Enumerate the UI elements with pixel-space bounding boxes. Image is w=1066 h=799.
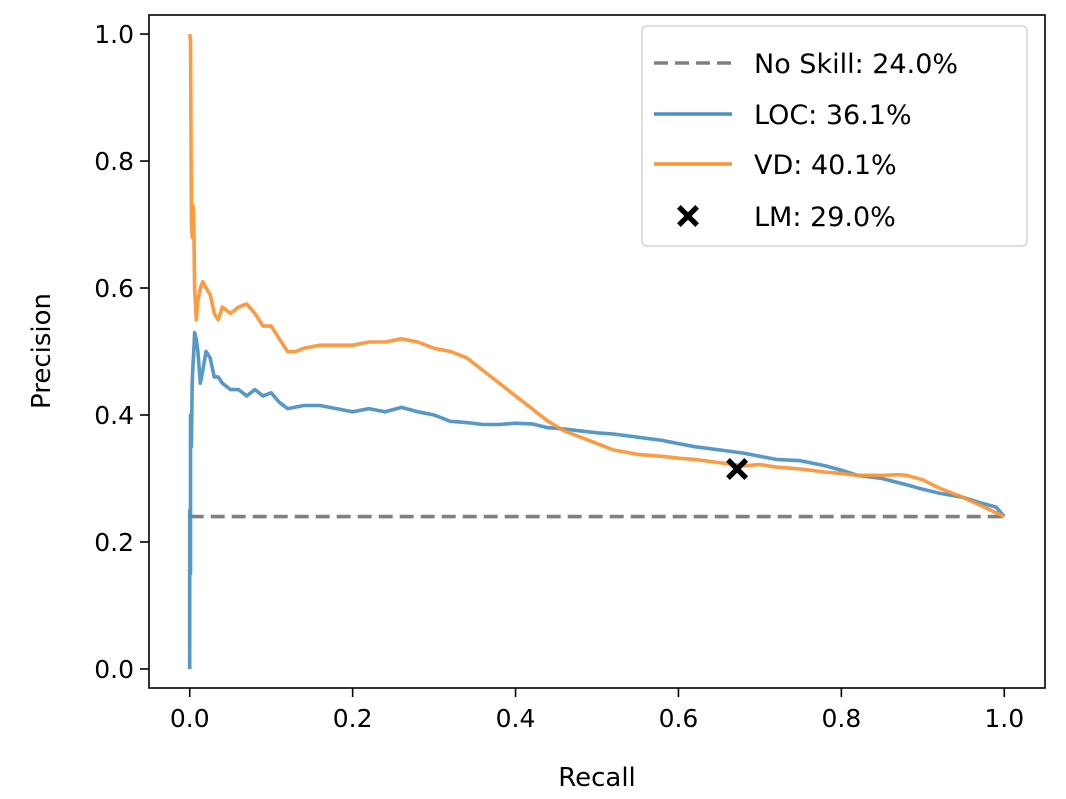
loc-curve bbox=[187, 330, 1006, 669]
y-tick-label: 0.2 bbox=[94, 528, 134, 557]
series-layer bbox=[187, 33, 1006, 669]
legend-label-no-skill: No Skill: 24.0% bbox=[754, 49, 958, 80]
legend-label-loc: LOC: 36.1% bbox=[754, 100, 912, 131]
legend-box bbox=[641, 25, 1028, 247]
y-tick-label: 0.6 bbox=[94, 274, 134, 303]
legend: No Skill: 24.0% LOC: 36.1% VD: 40.1% LM:… bbox=[641, 25, 1028, 247]
legend-lm-marker bbox=[677, 205, 699, 227]
plot-frame bbox=[148, 14, 1046, 689]
y-tick-label: 0.4 bbox=[94, 401, 134, 430]
y-tick-label: 0.0 bbox=[94, 655, 134, 684]
y-tick-label: 1.0 bbox=[94, 20, 134, 49]
x-tick-label: 0.0 bbox=[170, 704, 210, 733]
x-tick-label: 0.8 bbox=[821, 704, 861, 733]
lm-marker-point bbox=[726, 457, 749, 480]
x-tick-label: 0.4 bbox=[496, 704, 536, 733]
x-tick-label: 0.2 bbox=[333, 704, 373, 733]
legend-handle-lm bbox=[677, 205, 699, 227]
y-axis-label: Precision bbox=[27, 293, 57, 409]
ticks-layer: 0.0 0.2 0.4 0.6 0.8 1.0 0.0 0.2 0.4 0.6 0.8 1.0 bbox=[94, 20, 1024, 733]
y-tick-label: 0.8 bbox=[94, 147, 134, 176]
legend-label-vd: VD: 40.1% bbox=[754, 150, 897, 181]
vd-curve bbox=[187, 33, 1006, 519]
x-tick-label: 0.6 bbox=[659, 704, 699, 733]
x-axis-label: Recall bbox=[558, 763, 636, 793]
legend-label-lm: LM: 29.0% bbox=[754, 202, 896, 233]
x-tick-label: 1.0 bbox=[984, 704, 1024, 733]
